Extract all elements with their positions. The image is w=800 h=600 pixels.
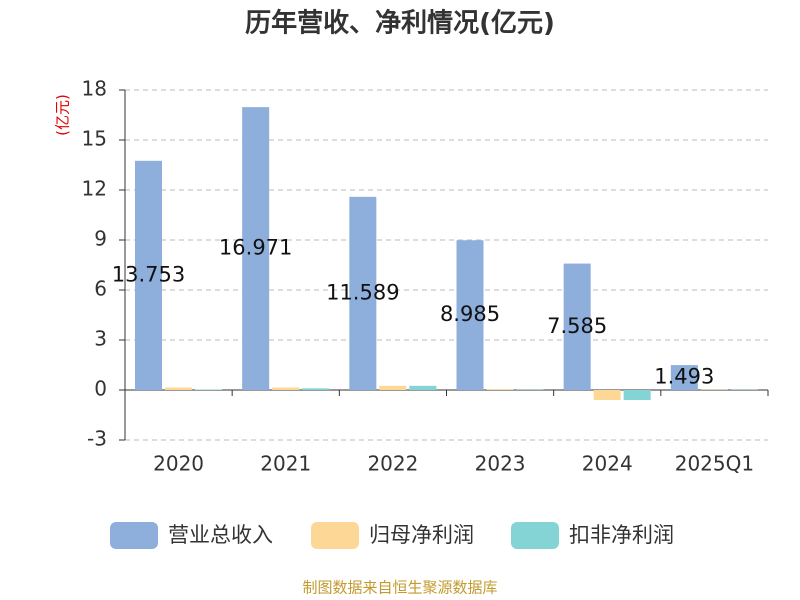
y-tick-label: 6 [94, 277, 107, 301]
y-tick-label: 0 [94, 377, 107, 401]
value-label: 7.585 [547, 314, 607, 338]
bar [242, 107, 270, 391]
y-tick-label: 3 [94, 327, 107, 351]
legend-label: 扣非净利润 [569, 523, 674, 547]
y-tick-label: 9 [94, 227, 107, 251]
bar [302, 388, 330, 390]
bar [349, 196, 377, 390]
legend-label: 营业总收入 [168, 523, 273, 547]
bar [272, 387, 300, 390]
bar [670, 365, 698, 390]
x-tick-label: 2020 [153, 452, 204, 476]
value-label: 13.753 [112, 262, 185, 286]
y-tick-label: 18 [82, 77, 107, 101]
bar [165, 387, 192, 390]
y-tick-label: -3 [87, 427, 107, 451]
bar [195, 389, 222, 390]
bar [135, 160, 162, 390]
bar [409, 385, 437, 390]
bar [379, 385, 407, 390]
x-tick-label: 2022 [367, 452, 418, 476]
bar [486, 389, 514, 390]
bar [593, 390, 621, 400]
legend-label: 归母净利润 [369, 523, 474, 547]
bar [563, 263, 591, 390]
bar [623, 390, 651, 400]
x-tick-label: 2023 [475, 452, 526, 476]
y-axis-label: (亿元) [54, 94, 72, 136]
legend-swatch [511, 522, 559, 549]
bar [456, 240, 484, 390]
x-tick-label: 2024 [582, 452, 633, 476]
source-note: 制图数据来自恒生聚源数据库 [302, 579, 497, 597]
value-label: 11.589 [326, 280, 399, 304]
value-label: 1.493 [654, 365, 714, 389]
legend-swatch [110, 522, 158, 549]
x-tick-label: 2025Q1 [675, 452, 754, 476]
value-label: 16.971 [219, 236, 292, 260]
chart-title: 历年营收、净利情况(亿元) [245, 8, 555, 39]
x-tick-label: 2021 [260, 452, 311, 476]
value-label: 8.985 [440, 302, 500, 326]
legend-swatch [311, 522, 359, 549]
y-tick-label: 12 [82, 177, 107, 201]
y-tick-label: 15 [82, 127, 107, 151]
